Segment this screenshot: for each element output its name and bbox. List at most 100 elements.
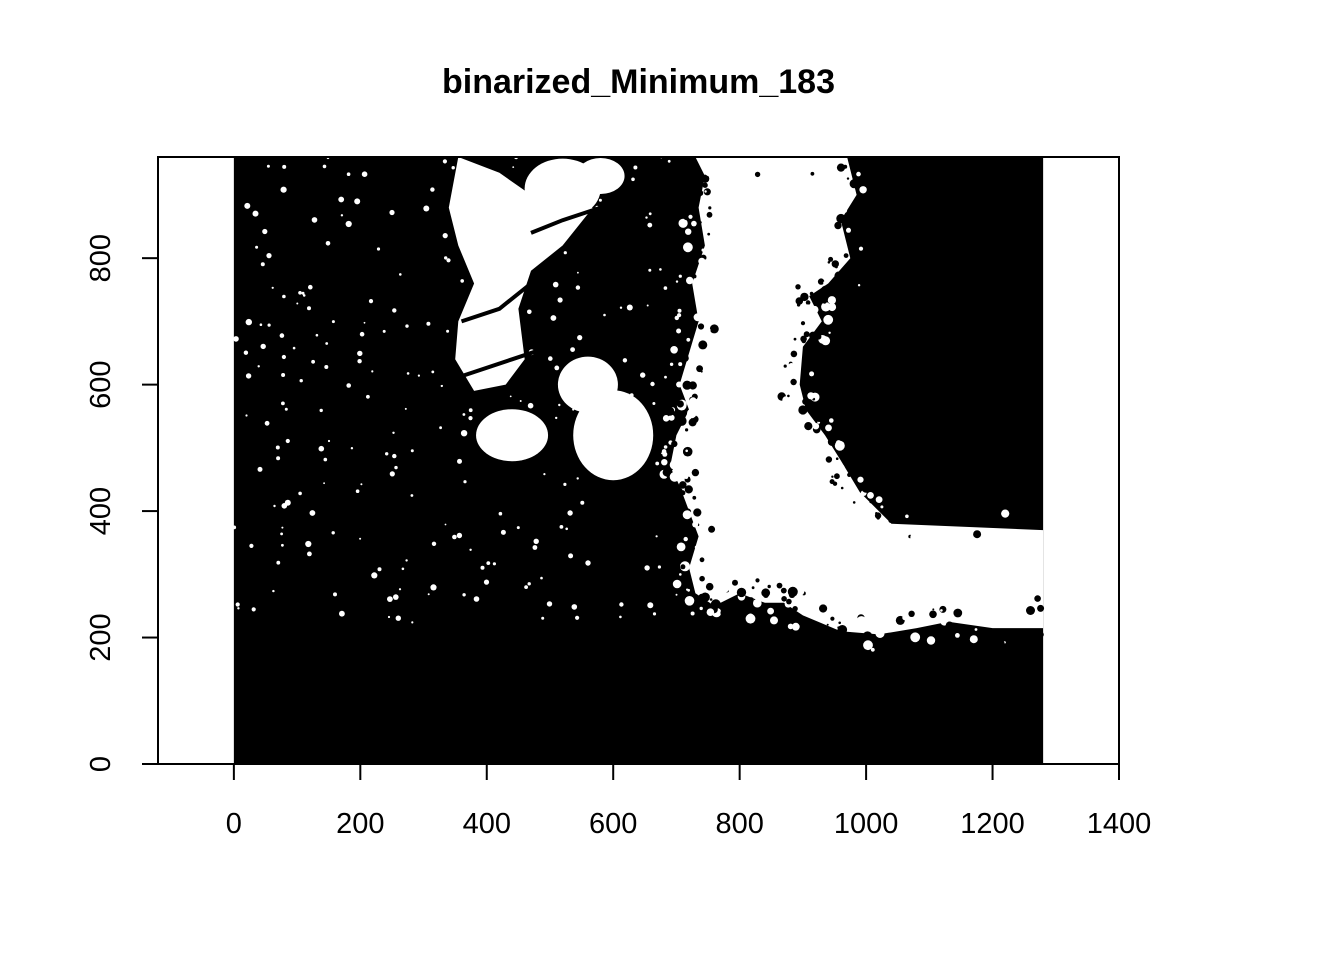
leaf-speck (1038, 631, 1044, 638)
foliage-speck (576, 164, 581, 169)
leaf-speck (669, 460, 679, 470)
leaf-speck (926, 636, 936, 645)
leaf-speck (707, 281, 711, 286)
leaf-speck (910, 533, 917, 541)
leaf-speck (678, 504, 684, 511)
leaf-speck (693, 508, 702, 517)
leaf-speck (853, 266, 861, 273)
foliage-speck (456, 532, 463, 539)
foliage-speck (462, 413, 466, 416)
leaf-speck (819, 604, 828, 613)
foliage-speck (567, 510, 573, 516)
leaf-speck (704, 190, 707, 193)
leaf-speck (954, 508, 963, 517)
leaf-speck (670, 399, 673, 402)
foliage-speck (315, 333, 319, 337)
leaf-speck (702, 603, 706, 607)
leaf-speck (697, 190, 704, 197)
foliage-speck (619, 602, 624, 607)
leaf-speck (717, 249, 723, 254)
leaf-speck (802, 398, 809, 405)
leaf-speck (661, 459, 668, 466)
leaf-speck (834, 440, 845, 451)
leaf-speck (802, 311, 805, 314)
foliage-speck (631, 412, 637, 419)
foliage-speck (470, 320, 473, 323)
x-tick-label: 1400 (1087, 808, 1152, 840)
leaf-speck (767, 607, 774, 615)
leaf-speck (699, 529, 708, 538)
leaf-speck (947, 612, 952, 618)
foliage-speck (524, 585, 528, 589)
leaf-speck (706, 566, 714, 575)
leaf-speck (709, 324, 719, 334)
leaf-speck (786, 598, 792, 605)
foliage-speck (663, 286, 668, 290)
foliage-speck (232, 525, 237, 530)
leaf-speck (841, 288, 847, 293)
leaf-speck (688, 214, 693, 219)
foliage-speck (299, 379, 303, 383)
leaf-speck (709, 598, 713, 601)
leaf-speck (688, 428, 695, 435)
foliage-speck (556, 211, 560, 215)
foliage-speck (325, 241, 331, 246)
foliage-speck (494, 251, 497, 254)
leaf-speck (859, 186, 867, 194)
foliage-speck (430, 187, 435, 192)
y-tick-label: 600 (85, 360, 117, 408)
leaf-speck (812, 423, 820, 430)
leaf-speck (700, 370, 703, 373)
foliage-speck (462, 593, 466, 597)
leaf-speck (814, 359, 823, 368)
leaf-speck (788, 591, 796, 598)
leaf-speck (699, 221, 702, 224)
leaf-speck (677, 313, 682, 318)
foliage-speck (280, 532, 283, 536)
leaf-speck (837, 464, 845, 472)
foliage-speck (292, 346, 296, 350)
leaf-speck (745, 613, 756, 624)
leaf-speck (823, 281, 827, 285)
leaf-speck (790, 350, 798, 358)
leaf-speck (945, 621, 954, 630)
leaf-speck (740, 578, 747, 585)
leaf-speck (790, 370, 796, 377)
foliage-speck (512, 166, 515, 169)
foliage-speck (260, 343, 266, 350)
leaf-speck (787, 623, 794, 630)
leaf-speck (851, 467, 859, 475)
foliage-speck (446, 258, 451, 263)
leaf-speck (676, 416, 687, 426)
leaf-speck (847, 472, 852, 477)
leaf-speck (804, 304, 812, 312)
foliage-speck (650, 381, 655, 387)
foliage-speck (331, 320, 335, 324)
leaf-speck (1026, 606, 1035, 615)
foliage-speck (648, 268, 652, 272)
foliage-speck (244, 202, 251, 209)
foliage-speck (629, 393, 634, 397)
leaf-speck (681, 354, 689, 362)
foliage-speck (532, 545, 538, 550)
foliage-speck (301, 291, 305, 295)
foliage-speck (410, 494, 414, 497)
foliage-speck (392, 453, 397, 459)
leaf-speck (905, 514, 909, 519)
foliage-speck (646, 304, 649, 307)
foliage-speck (392, 431, 395, 434)
foliage-speck (700, 521, 705, 525)
canopy-gap (557, 356, 618, 413)
leaf-speck (867, 492, 874, 499)
foliage-speck (473, 596, 480, 602)
foliage-speck (696, 288, 702, 294)
foliage-speck (361, 171, 368, 177)
leaf-speck (836, 213, 846, 224)
foliage-speck (346, 172, 351, 176)
foliage-speck (486, 296, 491, 301)
foliage-speck (281, 526, 284, 529)
foliage-speck (385, 452, 389, 456)
foliage-speck (469, 548, 472, 551)
foliage-speck (393, 594, 399, 600)
leaf-speck (705, 535, 711, 540)
